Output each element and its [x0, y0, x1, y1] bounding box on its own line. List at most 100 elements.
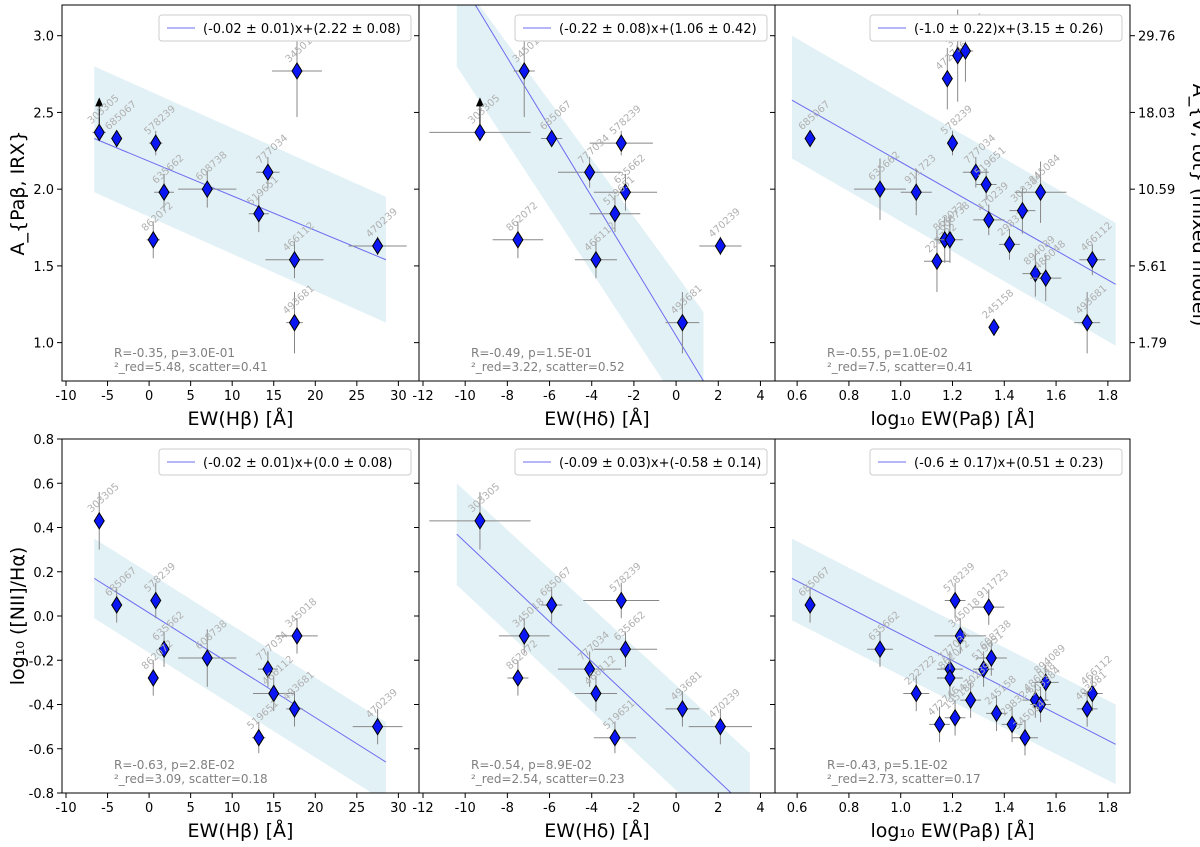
diamond-marker[interactable] [609, 204, 621, 223]
diamond-marker[interactable] [262, 660, 274, 679]
diamond-marker[interactable] [952, 46, 964, 65]
diamond-marker[interactable] [910, 183, 922, 202]
diamond-marker[interactable] [201, 649, 213, 667]
diamond-marker[interactable] [158, 183, 170, 202]
diamond-marker[interactable] [474, 123, 486, 142]
diamond-marker[interactable] [93, 123, 105, 142]
diamond-marker[interactable] [944, 669, 956, 687]
diamond-marker[interactable] [609, 728, 621, 747]
diamond-marker[interactable] [977, 660, 990, 679]
diamond-marker[interactable] [1029, 264, 1041, 283]
diamond-marker[interactable] [512, 669, 524, 687]
diamond-marker[interactable] [584, 660, 596, 679]
diamond-marker[interactable] [949, 708, 961, 727]
diamond-marker[interactable] [1019, 728, 1031, 747]
x-axis-title: EW(Hβ) [Å] [188, 407, 294, 430]
diamond-marker[interactable] [714, 237, 726, 255]
diamond-marker[interactable] [1040, 673, 1052, 692]
diamond-marker[interactable] [584, 163, 596, 182]
diamond-marker[interactable] [546, 129, 558, 148]
diamond-marker[interactable] [518, 62, 530, 80]
data-point-245158[interactable]: 245158 [981, 288, 1017, 337]
data-point-578239[interactable]: 578239 [583, 561, 660, 619]
diamond-marker[interactable] [988, 318, 1000, 337]
diamond-marker[interactable] [1016, 201, 1029, 220]
diamond-marker[interactable] [615, 134, 627, 153]
diamond-marker[interactable] [268, 684, 280, 703]
diamond-marker[interactable] [990, 704, 1003, 723]
diamond-marker[interactable] [965, 691, 977, 710]
diamond-marker[interactable] [941, 69, 953, 88]
diamond-marker[interactable] [959, 42, 972, 60]
diamond-marker[interactable] [676, 313, 689, 332]
diamond-marker[interactable] [933, 715, 946, 734]
diamond-marker[interactable] [474, 511, 486, 530]
diamond-marker[interactable] [147, 669, 159, 687]
data-point-493681[interactable]: 493681 [281, 283, 317, 354]
diamond-marker[interactable] [372, 717, 384, 736]
diamond-marker[interactable] [874, 180, 886, 199]
diamond-marker[interactable] [518, 626, 530, 645]
diamond-marker[interactable] [158, 640, 170, 659]
diamond-marker[interactable] [291, 62, 303, 80]
diamond-marker[interactable] [93, 511, 105, 530]
diamond-marker[interactable] [1034, 183, 1047, 202]
diamond-marker[interactable] [1003, 235, 1016, 254]
diamond-marker[interactable] [874, 640, 886, 659]
diamond-marker[interactable] [590, 684, 602, 703]
diamond-marker[interactable] [1040, 269, 1052, 288]
diamond-marker[interactable] [954, 626, 966, 645]
diamond-marker[interactable] [1081, 699, 1093, 718]
data-point-345018[interactable]: 345018 [276, 596, 319, 654]
diamond-marker[interactable] [253, 728, 265, 747]
diamond-marker[interactable] [1006, 715, 1018, 734]
diamond-marker[interactable] [970, 163, 982, 182]
legend-label: (-0.02 ± 0.01)x+(0.0 ± 0.08) [203, 456, 392, 471]
diamond-marker[interactable] [111, 595, 123, 614]
data-point-911723[interactable]: 911723 [973, 568, 1011, 625]
diamond-marker[interactable] [288, 699, 301, 718]
diamond-marker[interactable] [804, 129, 816, 148]
diamond-marker[interactable] [985, 649, 997, 667]
diamond-marker[interactable] [944, 230, 956, 249]
diamond-marker[interactable] [1034, 695, 1047, 714]
diamond-marker[interactable] [946, 134, 959, 153]
stats-line-1: R=-0.49, p=1.5E-01 [471, 346, 592, 360]
diamond-marker[interactable] [201, 180, 213, 199]
diamond-marker[interactable] [253, 204, 265, 223]
diamond-marker[interactable] [619, 183, 632, 202]
diamond-marker[interactable] [291, 626, 303, 645]
diamond-marker[interactable] [676, 699, 689, 718]
fit-line [94, 138, 387, 261]
diamond-marker[interactable] [546, 595, 558, 614]
diamond-marker[interactable] [1086, 250, 1098, 269]
diamond-marker[interactable] [949, 591, 961, 610]
x-axis-title: log₁₀ EW(Paβ) [Å] [870, 819, 1034, 842]
x-tick-label: 0 [672, 389, 680, 404]
diamond-marker[interactable] [262, 163, 274, 182]
diamond-marker[interactable] [1081, 313, 1093, 332]
diamond-marker[interactable] [983, 210, 995, 229]
diamond-marker[interactable] [615, 591, 627, 610]
data-point-470239[interactable]: 470239 [699, 206, 743, 256]
data-point-862072[interactable]: 862072 [492, 200, 544, 259]
diamond-marker[interactable] [910, 684, 922, 703]
data-point-862072[interactable]: 862072 [505, 638, 541, 696]
diamond-marker[interactable] [619, 640, 632, 659]
diamond-marker[interactable] [288, 313, 301, 332]
diamond-marker[interactable] [288, 250, 301, 269]
diamond-marker[interactable] [1086, 684, 1098, 703]
data-point-303305[interactable]: 303305 [86, 481, 122, 550]
diamond-marker[interactable] [150, 134, 162, 153]
diamond-marker[interactable] [150, 591, 162, 610]
diamond-marker[interactable] [147, 230, 159, 249]
diamond-marker[interactable] [714, 717, 726, 736]
diamond-marker[interactable] [372, 237, 384, 255]
diamond-marker[interactable] [512, 230, 524, 249]
diamond-marker[interactable] [111, 129, 123, 148]
diamond-marker[interactable] [980, 175, 992, 194]
diamond-marker[interactable] [804, 595, 816, 614]
diamond-marker[interactable] [931, 252, 943, 271]
diamond-marker[interactable] [983, 598, 995, 617]
diamond-marker[interactable] [590, 250, 602, 269]
